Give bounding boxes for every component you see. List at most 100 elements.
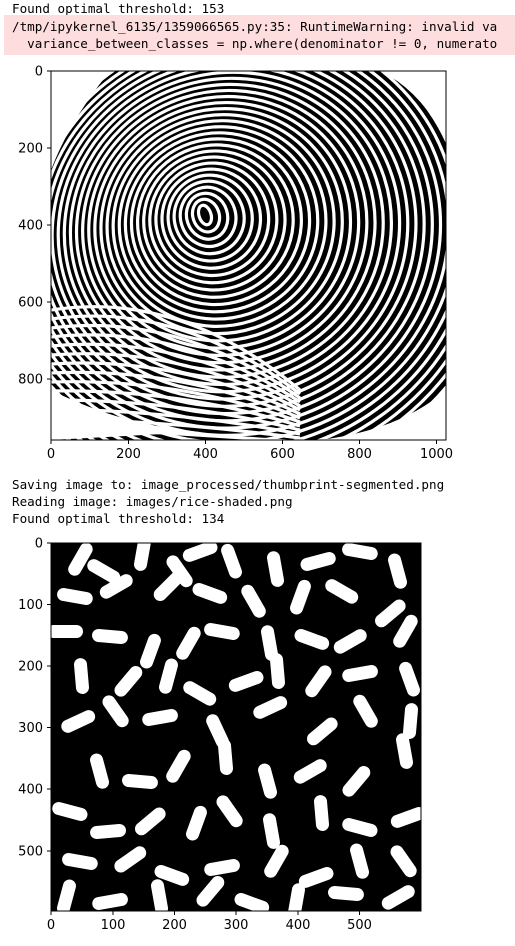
plot2-y-tick-label: 300 <box>18 721 43 736</box>
ridge-line <box>184 191 230 241</box>
plot1-x-tick-label: 800 <box>347 447 372 462</box>
rice-grain <box>258 763 277 799</box>
rice-grain <box>176 626 201 660</box>
output-saving-line: Saving image to: image_processed/thumbpr… <box>12 477 445 492</box>
rice-grain <box>166 749 191 783</box>
rice-grain <box>166 555 193 588</box>
plot2-x-tick-label: 400 <box>286 918 311 933</box>
rice-grain <box>264 844 289 878</box>
rice-grain <box>328 885 364 902</box>
rice-grain <box>87 559 121 584</box>
rice-grain <box>204 622 240 640</box>
rice-grain <box>140 633 161 669</box>
plot1-x-tick-label: 200 <box>116 447 141 462</box>
plot1-x-tick-label: 400 <box>193 447 218 462</box>
ridge-line <box>148 155 279 285</box>
rice-grain <box>375 599 406 628</box>
rice-grain <box>241 584 266 618</box>
rice-grain <box>133 543 151 571</box>
warning-line-1: /tmp/ipykernel_6135/1359066565.py:35: Ru… <box>12 19 498 34</box>
rice-grain <box>154 865 190 886</box>
rice-grain <box>90 753 109 789</box>
rice-grain <box>99 574 133 599</box>
rice-grain <box>234 893 270 911</box>
ridge-line <box>105 113 336 336</box>
rice-grain <box>261 625 279 661</box>
plot2-y-tick-label: 500 <box>18 845 43 860</box>
ridge-line <box>178 185 238 249</box>
rice-grain <box>305 665 332 698</box>
stderr-warning-box: /tmp/ipykernel_6135/1359066565.py:35: Ru… <box>4 15 515 55</box>
plot2-x-axis: 0 100 200 300 400 500 <box>47 911 372 933</box>
ridge-line <box>87 94 361 358</box>
output-reading-line: Reading image: images/rice-shaded.png <box>12 494 293 509</box>
ridge-line <box>51 370 301 420</box>
rice-grain <box>221 543 242 579</box>
rice-grain <box>325 579 359 604</box>
plot2-x-tick-label: 300 <box>224 918 249 933</box>
ridge-line <box>135 143 295 299</box>
ridge-line <box>154 161 271 278</box>
plot1-y-tick-label: 400 <box>18 219 43 234</box>
rice-grain <box>293 759 327 784</box>
rice-grain <box>92 892 128 910</box>
ridge-line <box>99 106 344 343</box>
rice-grain <box>294 629 330 650</box>
ridge-line <box>129 137 303 307</box>
ridge-line <box>51 71 446 440</box>
rice-grain <box>216 795 243 828</box>
rice-grain <box>61 710 96 733</box>
ridge-line <box>93 100 353 350</box>
plot1-y-tick-label: 200 <box>18 142 43 157</box>
rice-grain <box>90 823 126 840</box>
rice-grain <box>253 696 288 719</box>
rice-grain <box>393 614 418 648</box>
rice-grain <box>342 766 371 797</box>
rice-grain <box>396 733 414 769</box>
plot1-y-tick-label: 800 <box>18 373 43 388</box>
ridge-line <box>51 305 302 392</box>
rice-grain <box>381 885 415 910</box>
plot1-y-axis: 0 200 400 600 800 <box>18 65 51 388</box>
ridge-line <box>196 203 214 227</box>
rice-grain <box>92 628 128 645</box>
plot2-x-tick-label: 200 <box>162 918 187 933</box>
warning-line-2: variance_between_classes = np.where(deno… <box>12 36 498 51</box>
rice-grain <box>73 658 90 694</box>
plot1-x-tick-label: 0 <box>47 447 55 462</box>
ridge-line <box>142 149 287 292</box>
rice-grain <box>307 717 338 746</box>
rice-grain <box>159 658 178 694</box>
ridge-line <box>123 131 312 314</box>
ridge-line <box>74 82 377 372</box>
thumbprint-plot: 0 200 400 600 800 1000 0 200 400 600 800 <box>18 65 453 463</box>
rice-grain <box>353 694 378 728</box>
rice-grain <box>342 543 378 560</box>
rice-grain <box>402 703 419 739</box>
output-threshold-2: Found optimal threshold: 134 <box>12 511 225 526</box>
ridge-line <box>51 352 301 412</box>
plot1-y-tick-label: 0 <box>35 65 43 80</box>
ridge-line <box>111 119 328 328</box>
plot2-y-axis: 0 100 200 300 400 500 <box>18 537 51 860</box>
rice-grain <box>217 739 234 775</box>
ridge-line <box>51 389 301 428</box>
ridge-line <box>166 173 254 263</box>
rice-grain <box>263 813 281 849</box>
rice-grain <box>192 583 228 604</box>
plot2-y-tick-label: 0 <box>35 537 43 552</box>
ridge-line <box>51 333 301 404</box>
plot1-x-tick-label: 600 <box>270 447 295 462</box>
rice-grain <box>342 664 378 682</box>
ridge-line <box>81 88 369 365</box>
rice-image <box>51 543 421 911</box>
ridge-line <box>51 323 301 400</box>
ridge-line <box>51 71 446 440</box>
rice-grain <box>300 552 336 571</box>
rice-grain <box>51 625 83 638</box>
ridge-line <box>117 125 320 321</box>
rice-grain <box>135 807 166 836</box>
plot2-x-tick-label: 100 <box>101 918 126 933</box>
rice-grain <box>390 807 421 828</box>
plot2-x-tick-label: 500 <box>347 918 372 933</box>
